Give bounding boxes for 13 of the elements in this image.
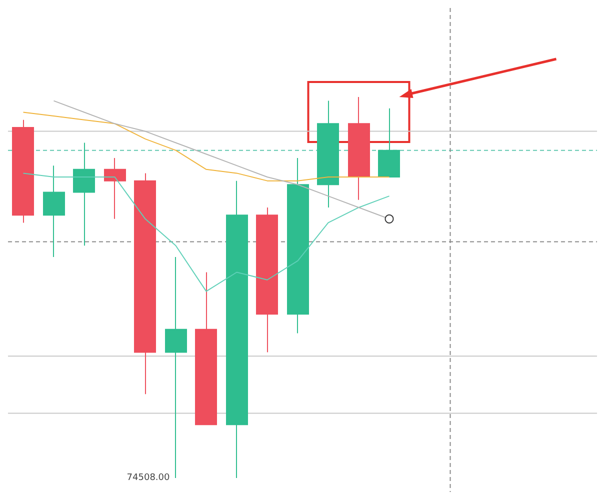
candlestick [104, 157, 126, 220]
candlestick [12, 119, 34, 224]
candlestick [256, 206, 278, 353]
candlestick [73, 142, 95, 246]
candlestick [348, 96, 370, 200]
candlestick [195, 272, 217, 426]
candlestick [43, 165, 65, 258]
candlestick [226, 180, 248, 478]
candlestick [134, 172, 156, 395]
candlestick [287, 157, 309, 334]
candlestick [378, 108, 400, 178]
annotation: 74508.00 [126, 473, 170, 483]
candlestick [317, 100, 339, 208]
